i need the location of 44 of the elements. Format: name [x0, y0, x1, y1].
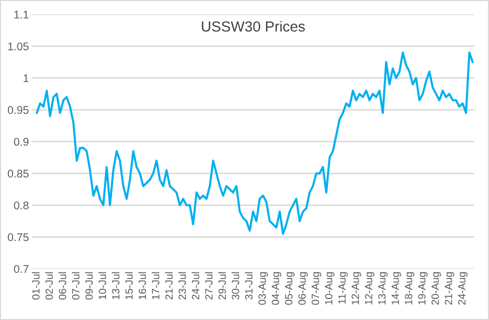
chart-title: USSW30 Prices [202, 20, 305, 32]
x-tick-label: 21-Jul [165, 272, 173, 300]
x-tick-label: 21-Aug [444, 272, 454, 305]
x-tick-label: 12-Aug [352, 272, 362, 304]
x-tick-label: 15-Jul [125, 272, 133, 300]
x-tick-label: 16-Jul [138, 272, 146, 300]
line-series [36, 52, 474, 235]
x-tick-label: 19-Aug [418, 272, 428, 304]
x-tick-label: 06-Aug [298, 272, 308, 305]
x-tick-label: 10-Jul [98, 272, 106, 300]
x-tick-label: 23-Jul [178, 272, 186, 300]
x-tick-label: 30-Jul [232, 272, 240, 300]
x-tick-label: 13-Jul [112, 272, 120, 300]
y-tick-label: 0.75 [8, 233, 29, 242]
x-tick-label: 03-Aug [258, 272, 268, 305]
y-tick-label: 0.85 [8, 170, 29, 178]
x-tick-label: 07-Aug [312, 272, 322, 305]
x-tick-label: 01-Jul [32, 272, 40, 300]
x-tick-label: 09-Jul [85, 272, 93, 300]
x-tick-label: 24-Aug [458, 272, 468, 305]
x-tick-label: 24-Jul [192, 272, 200, 300]
y-tick-label: 0.9 [14, 138, 28, 146]
y-tick-label: 1.1 [14, 10, 28, 18]
x-tick-label: 13-Aug [378, 272, 388, 304]
x-tick-label: 20-Aug [431, 272, 441, 305]
y-tick-label: 0.95 [8, 106, 29, 114]
y-tick-label: 1 [24, 74, 28, 82]
x-tick-label: 11-Aug [338, 272, 348, 304]
x-tick-label: 05-Aug [285, 272, 295, 305]
x-tick-label: 18-Aug [404, 272, 414, 304]
x-tick-label: 14-Aug [392, 272, 401, 304]
x-tick-label: 12-Aug [364, 272, 374, 304]
x-tick-label: 06-Jul [58, 272, 66, 300]
x-tick-label: 29-Jul [218, 272, 226, 300]
y-tick-label: 0.8 [14, 201, 29, 210]
x-tick-label: 07-Jul [72, 272, 80, 300]
x-tick-label: 27-Jul [204, 272, 213, 300]
x-tick-label: 10-Aug [325, 272, 334, 304]
x-tick-label: 17-Jul [152, 272, 160, 300]
y-tick-label: 0.7 [14, 265, 28, 273]
y-tick-label: 1.05 [8, 42, 29, 50]
x-tick-label: 04-Aug [272, 272, 282, 305]
x-tick-label: 31-Jul [244, 272, 253, 300]
x-tick-label: 02-Jul [45, 272, 53, 300]
